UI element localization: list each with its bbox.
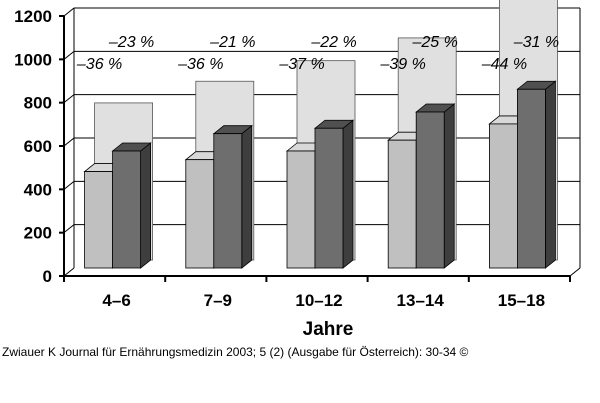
percent-label-lower: –37 % (278, 56, 324, 73)
gridline-depth (63, 50, 75, 60)
bar-dark-side (545, 80, 556, 269)
axes (59, 8, 581, 282)
gridline-depth (63, 180, 75, 190)
y-tick-label: 400 (24, 180, 52, 199)
x-tick-labels: 4–6 7–9 10–12 13–14 15–18 (102, 291, 545, 310)
bars (83, 80, 557, 269)
y-tick-label: 800 (24, 94, 52, 113)
bar-dark (415, 103, 456, 269)
percent-annotations: –23 % –36 % –21 % –36 % –22 % –37 % –25 % –39 %… (76, 34, 559, 73)
percent-label-upper: –23 % (108, 34, 154, 51)
bar-light-face (286, 150, 316, 269)
percent-label-upper: –25 % (412, 34, 458, 51)
x-axis-label: Jahre (303, 319, 354, 340)
x-tick-label: 13–14 (397, 291, 445, 310)
bar-light-face (387, 139, 417, 269)
percent-label-upper: –31 % (513, 34, 559, 51)
bar-chart: 0 200 400 600 800 1000 1200 4–6 7–9 10–12 13–14 15… (14, 0, 581, 340)
x-tick-label: 7–9 (204, 291, 232, 310)
bar-dark-side (342, 119, 354, 269)
x-tick-label: 4–6 (102, 291, 130, 310)
bar-light-face (488, 123, 518, 269)
bar-dark-face (517, 88, 546, 269)
bar-dark (516, 80, 557, 269)
floor-edge (569, 267, 581, 277)
gridline-depth (63, 137, 75, 147)
bar-dark-side (241, 124, 253, 269)
bar-dark-face (415, 111, 445, 269)
x-tick-label: 10–12 (295, 291, 342, 310)
bar-dark-side (443, 103, 455, 269)
bar-dark (313, 119, 355, 269)
percent-label-upper: –21 % (209, 34, 255, 51)
gridline-depth (63, 94, 75, 104)
percent-label-upper: –22 % (310, 34, 356, 51)
bar-light-face (185, 159, 215, 269)
y-tick-label: 0 (43, 267, 52, 286)
x-tick-label: 15–18 (498, 291, 545, 310)
y-tick-label: 1000 (14, 50, 52, 69)
y-tick-labels: 0 200 400 600 800 1000 1200 (14, 7, 52, 286)
y-tick-label: 1200 (14, 7, 52, 26)
floor-edge (63, 267, 75, 277)
bar-dark-side (140, 142, 152, 269)
bar-dark (212, 124, 253, 269)
bar-dark-face (314, 127, 344, 269)
percent-label-lower: –36 % (177, 56, 223, 73)
bar-dark-face (213, 133, 243, 269)
bar-dark (111, 142, 152, 269)
bar-dark-face (112, 150, 141, 269)
bar-light-face (84, 171, 113, 269)
gridline-depth (63, 224, 75, 234)
percent-label-lower: –39 % (380, 56, 426, 73)
percent-label-lower: –44 % (481, 56, 527, 73)
y-tick-label: 600 (24, 137, 52, 156)
y-tick-label: 200 (24, 224, 52, 243)
source-caption: Zwiauer K Journal für Ernährungsmedizin … (2, 345, 469, 359)
percent-label-lower: –36 % (76, 56, 122, 73)
gridline-depth (63, 7, 75, 17)
